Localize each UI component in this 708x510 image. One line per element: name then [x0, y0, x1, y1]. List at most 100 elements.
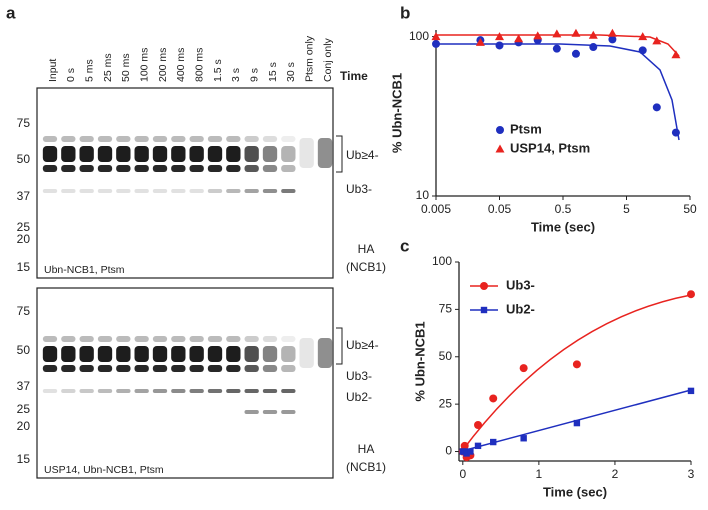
y-tick-label: 0 — [445, 444, 452, 458]
blot-band — [79, 336, 94, 342]
legend-label: USP14, Ptsm — [510, 140, 590, 155]
blot-band — [97, 365, 113, 372]
blot-band — [171, 365, 186, 372]
data-point — [495, 41, 504, 50]
x-tick-label: 0.05 — [488, 202, 512, 216]
blot-band — [226, 336, 241, 342]
blot-band — [116, 346, 131, 362]
probe-label: (NCB1) — [346, 260, 386, 274]
blot-band — [61, 346, 76, 362]
data-point — [520, 435, 527, 442]
blot-band — [189, 336, 204, 342]
blot-band — [134, 346, 149, 362]
band-label: Ub3- — [346, 182, 372, 196]
blot-band — [61, 365, 76, 372]
blot-band — [189, 389, 204, 393]
blot-band — [281, 146, 296, 162]
blot-band — [189, 165, 204, 172]
y-tick-label: 25 — [439, 396, 453, 410]
data-point — [607, 28, 617, 37]
data-point — [552, 44, 561, 53]
lane-label: Conj only — [322, 37, 334, 82]
blot-band — [262, 136, 278, 142]
blot-band — [317, 138, 333, 168]
data-point — [467, 448, 474, 455]
blot-band — [152, 165, 168, 172]
blot-band — [42, 336, 58, 342]
blot-label: Ubn-NCB1, Ptsm — [44, 264, 125, 276]
legend-label: Ub3- — [506, 277, 535, 292]
data-point — [652, 36, 662, 45]
data-point — [687, 387, 695, 395]
data-point — [490, 438, 497, 446]
legend-marker — [495, 144, 505, 153]
probe-label: HA — [358, 242, 375, 256]
blot-band — [61, 389, 76, 393]
blot-band — [61, 189, 76, 193]
lane-label: 1.5 s — [212, 59, 224, 82]
panel-label: a — [6, 3, 16, 22]
band-label: Ub≥4- — [346, 338, 379, 352]
blot-band — [262, 189, 278, 193]
blot-band — [42, 346, 58, 362]
data-point — [571, 28, 581, 37]
band-label: Ub≥4- — [346, 148, 379, 162]
data-point — [588, 30, 598, 39]
data-point — [589, 43, 598, 52]
y-axis-title: % Ubn-NCB1 — [389, 73, 404, 153]
blot-band — [79, 189, 94, 193]
blot-band — [116, 146, 131, 162]
blot-band — [207, 146, 223, 162]
blot-band — [152, 189, 168, 193]
mw-marker: 37 — [17, 379, 31, 393]
blot-band — [79, 365, 94, 372]
blot-band — [299, 138, 314, 168]
blot-band — [262, 410, 278, 414]
blot-band — [281, 389, 296, 393]
blot-band — [244, 365, 259, 372]
mw-marker: 75 — [17, 116, 31, 130]
blot-band — [244, 189, 259, 193]
data-point — [514, 34, 524, 43]
blot-band — [152, 146, 168, 162]
blot-band — [97, 346, 113, 362]
data-point — [552, 29, 562, 38]
y-tick-label: 50 — [439, 349, 453, 363]
mw-marker: 37 — [17, 189, 31, 203]
mw-marker: 75 — [17, 304, 31, 318]
fit-curve — [436, 43, 680, 141]
blot-band — [97, 146, 113, 162]
x-tick-label: 0.005 — [421, 202, 451, 216]
blot-band — [42, 136, 58, 142]
blot-band — [42, 189, 58, 193]
x-axis-title: Time (sec) — [531, 219, 595, 234]
blot-band — [226, 146, 241, 162]
band-label: Ub2- — [346, 390, 372, 404]
blot-band — [79, 346, 94, 362]
blot-band — [171, 346, 186, 362]
blot-band — [207, 189, 223, 193]
blot-band — [171, 189, 186, 193]
bracket — [336, 135, 343, 173]
blot-band — [189, 189, 204, 193]
mw-marker: 15 — [17, 452, 31, 466]
lane-label: 100 ms — [138, 48, 150, 82]
blot-band — [152, 336, 168, 342]
x-axis-title: Time (sec) — [543, 484, 607, 499]
blot-band — [281, 346, 296, 362]
blot-band — [317, 338, 333, 368]
y-tick-label: 75 — [439, 302, 453, 316]
blot-band — [97, 389, 113, 393]
blot-band — [134, 389, 149, 393]
blot-band — [116, 365, 131, 372]
blot-band — [79, 389, 94, 393]
y-axis-title: % Ubn-NCB1 — [412, 321, 427, 401]
blot-frame — [36, 87, 334, 279]
blot-band — [116, 165, 131, 172]
band-label: Ub3- — [346, 369, 372, 383]
blot-band — [116, 136, 131, 142]
blot-band — [262, 346, 278, 362]
y-tick-label: 10 — [416, 188, 430, 202]
blot-band — [244, 410, 259, 414]
lane-label: 15 s — [267, 62, 279, 82]
